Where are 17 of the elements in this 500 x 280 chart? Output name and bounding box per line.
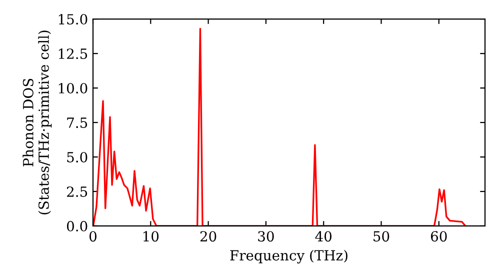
y-tick-label: 12.5 — [58, 48, 88, 59]
y-tick-label: 0.0 — [66, 220, 88, 232]
x-tick-label: 50 — [374, 231, 390, 242]
y-tick-label: 2.5 — [66, 186, 88, 197]
y-tick-label: 15.0 — [58, 14, 88, 25]
x-tick-label: 40 — [315, 231, 332, 242]
y-tick-label: 7.5 — [67, 118, 88, 128]
x-tick-label: 10 — [144, 231, 159, 242]
y-tick-label: 5.0 — [67, 152, 88, 162]
y-axis-title: Phonon DOS (States/THz·primitive cell) — [22, 30, 52, 214]
y-tick-label: 10.0 — [58, 82, 88, 94]
x-tick-label: 0 — [89, 231, 96, 242]
line-series — [93, 28, 466, 226]
x-tick-label: 60 — [430, 231, 447, 242]
x-tick-label: 30 — [258, 231, 274, 242]
x-tick-label: 20 — [200, 231, 216, 242]
x-axis-title: Frequency (THz) — [230, 250, 348, 264]
